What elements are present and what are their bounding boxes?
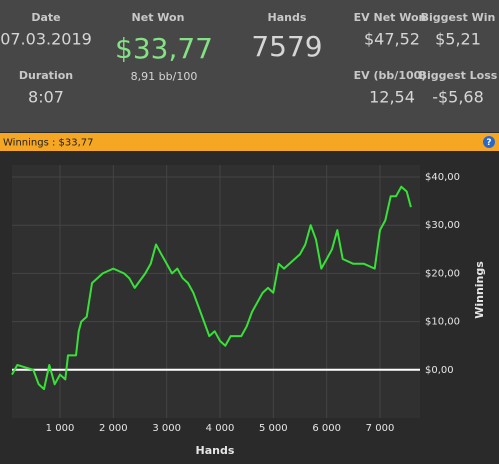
x-axis-title: Hands: [196, 444, 235, 457]
x-tick-label: 3 000: [152, 423, 181, 434]
stat-value: 12,54: [369, 88, 415, 107]
x-tick-label: 7 000: [366, 423, 395, 434]
stat-value: 7579: [251, 30, 322, 63]
y-tick-label: $0,00: [425, 365, 454, 376]
x-tick-label: 6 000: [312, 423, 341, 434]
stat-label: Duration: [19, 69, 73, 82]
stat-label: Biggest Win: [421, 11, 496, 24]
stat-value: $33,77: [115, 32, 213, 65]
stat-sub: 8,91 bb/100: [131, 70, 198, 83]
y-tick-label: $10,00: [425, 317, 460, 328]
plot-area: [12, 165, 420, 418]
stat-value: 8:07: [28, 88, 64, 107]
help-icon[interactable]: ?: [486, 138, 491, 148]
line: [11, 185, 412, 391]
y-tick-label: $40,00: [425, 172, 460, 183]
panel-bar: [0, 133, 499, 151]
panel-title: Winnings : $33,77: [3, 138, 94, 149]
stat-label: Biggest Loss: [419, 69, 498, 82]
stat-label: Date: [31, 11, 60, 24]
x-tick-label: 5 000: [259, 423, 288, 434]
stat-label: Net Won: [132, 11, 185, 24]
stat-value: 07.03.2019: [0, 30, 92, 49]
stat-value: $47,52: [364, 30, 420, 49]
y-tick-label: $20,00: [425, 268, 460, 279]
x-tick-label: 1 000: [46, 423, 75, 434]
stat-label: EV Net Won: [354, 11, 427, 24]
x-tick-label: 2 000: [99, 423, 128, 434]
y-tick-label: $30,00: [425, 220, 460, 231]
x-tick-label: 4 000: [206, 423, 235, 434]
y-axis-title: Winnings: [473, 261, 486, 319]
stat-label: Hands: [268, 11, 307, 24]
stats-panel: [0, 0, 499, 132]
help-button[interactable]: [483, 136, 495, 148]
stat-value: $5,21: [435, 30, 481, 49]
stat-value: -$5,68: [432, 88, 484, 107]
stat-label: EV (bb/100): [354, 69, 427, 82]
